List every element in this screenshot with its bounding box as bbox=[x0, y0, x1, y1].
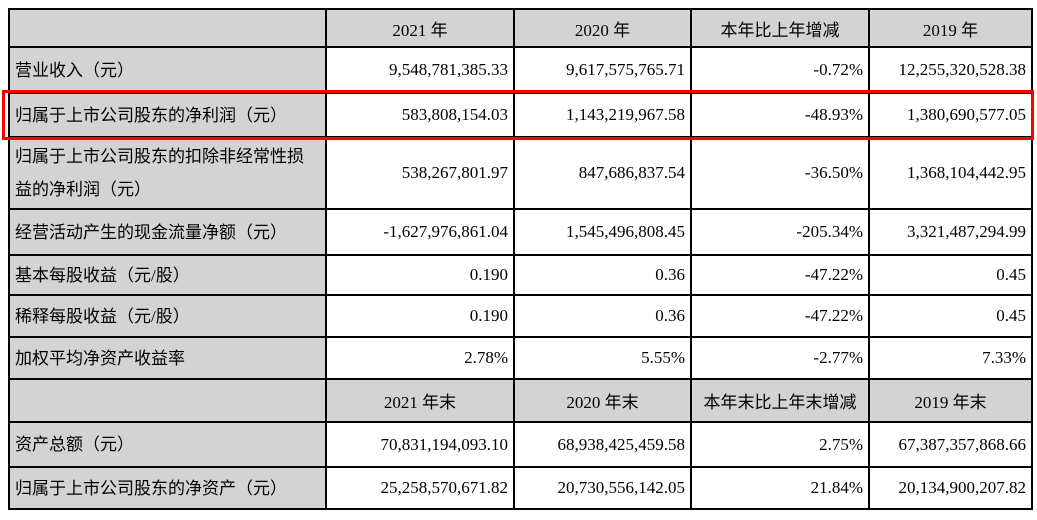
cell-value: -2.77% bbox=[690, 336, 870, 380]
cell-value: 0.45 bbox=[868, 294, 1033, 338]
header-cell-2020-end: 2020 年末 bbox=[513, 378, 692, 423]
row-diluted-eps: 稀释每股收益（元/股） 0.190 0.36 -47.22% 0.45 bbox=[8, 294, 1033, 338]
cell-value: 12,255,320,528.38 bbox=[868, 46, 1033, 94]
header-cell-2021-end: 2021 年末 bbox=[325, 378, 515, 423]
row-label: 归属于上市公司股东的净利润（元） bbox=[8, 92, 327, 138]
cell-value: 68,938,425,459.58 bbox=[513, 421, 692, 468]
cell-value: 0.45 bbox=[868, 254, 1033, 296]
cell-value: 0.36 bbox=[513, 254, 692, 296]
cell-value: 0.190 bbox=[325, 294, 515, 338]
cell-value: 847,686,837.54 bbox=[513, 136, 692, 210]
cell-value: 3,321,487,294.99 bbox=[868, 208, 1033, 256]
cell-value: 5.55% bbox=[513, 336, 692, 380]
cell-value: 67,387,357,868.66 bbox=[868, 421, 1033, 468]
cell-value: -36.50% bbox=[690, 136, 870, 210]
header-cell-yoy-change: 本年比上年增减 bbox=[690, 8, 870, 48]
row-operating-revenue: 营业收入（元） 9,548,781,385.33 9,617,575,765.7… bbox=[8, 46, 1033, 94]
row-label: 加权平均净资产收益率 bbox=[8, 336, 327, 380]
row-label: 归属于上市公司股东的净资产（元） bbox=[8, 466, 327, 510]
cell-value: -0.72% bbox=[690, 46, 870, 94]
cell-value: 25,258,570,671.82 bbox=[325, 466, 515, 510]
row-net-profit-excl-nonrecurring: 归属于上市公司股东的扣除非经常性损益的净利润（元） 538,267,801.97… bbox=[8, 136, 1033, 210]
cell-value: 1,143,219,967.58 bbox=[513, 92, 692, 138]
header-cell-blank bbox=[8, 378, 327, 423]
cell-value: 21.84% bbox=[690, 466, 870, 510]
cell-value: 2.75% bbox=[690, 421, 870, 468]
header-cell-yoy-end-change: 本年末比上年末增减 bbox=[690, 378, 870, 423]
cell-value: 70,831,194,093.10 bbox=[325, 421, 515, 468]
row-label: 营业收入（元） bbox=[8, 46, 327, 94]
header-cell-blank bbox=[8, 8, 327, 48]
header-cell-2019-end: 2019 年末 bbox=[868, 378, 1033, 423]
header-cell-2019: 2019 年 bbox=[868, 8, 1033, 48]
row-label: 资产总额（元） bbox=[8, 421, 327, 468]
row-label: 基本每股收益（元/股） bbox=[8, 254, 327, 296]
row-total-assets: 资产总额（元） 70,831,194,093.10 68,938,425,459… bbox=[8, 421, 1033, 468]
cell-value: 538,267,801.97 bbox=[325, 136, 515, 210]
header-row-year-end: 2021 年末 2020 年末 本年末比上年末增减 2019 年末 bbox=[8, 378, 1033, 423]
row-net-profit-highlighted: 归属于上市公司股东的净利润（元） 583,808,154.03 1,143,21… bbox=[8, 92, 1033, 138]
cell-value: 1,368,104,442.95 bbox=[868, 136, 1033, 210]
cell-value: 20,730,556,142.05 bbox=[513, 466, 692, 510]
cell-value: 20,134,900,207.82 bbox=[868, 466, 1033, 510]
cell-value: -1,627,976,861.04 bbox=[325, 208, 515, 256]
row-net-assets: 归属于上市公司股东的净资产（元） 25,258,570,671.82 20,73… bbox=[8, 466, 1033, 510]
cell-value: 583,808,154.03 bbox=[325, 92, 515, 138]
header-row-annual: 2021 年 2020 年 本年比上年增减 2019 年 bbox=[8, 8, 1033, 48]
cell-value: -47.22% bbox=[690, 254, 870, 296]
cell-value: 0.190 bbox=[325, 254, 515, 296]
row-label: 稀释每股收益（元/股） bbox=[8, 294, 327, 338]
row-weighted-avg-roe: 加权平均净资产收益率 2.78% 5.55% -2.77% 7.33% bbox=[8, 336, 1033, 380]
header-cell-2020: 2020 年 bbox=[513, 8, 692, 48]
cell-value: 9,617,575,765.71 bbox=[513, 46, 692, 94]
header-cell-2021: 2021 年 bbox=[325, 8, 515, 48]
financial-summary-table: 2021 年 2020 年 本年比上年增减 2019 年 营业收入（元） 9,5… bbox=[8, 8, 1033, 510]
cell-value: 0.36 bbox=[513, 294, 692, 338]
cell-value: 1,380,690,577.05 bbox=[868, 92, 1033, 138]
cell-value: 2.78% bbox=[325, 336, 515, 380]
cell-value: -205.34% bbox=[690, 208, 870, 256]
cell-value: 1,545,496,808.45 bbox=[513, 208, 692, 256]
cell-value: 7.33% bbox=[868, 336, 1033, 380]
cell-value: -48.93% bbox=[690, 92, 870, 138]
cell-value: -47.22% bbox=[690, 294, 870, 338]
row-basic-eps: 基本每股收益（元/股） 0.190 0.36 -47.22% 0.45 bbox=[8, 254, 1033, 296]
row-label: 经营活动产生的现金流量净额（元） bbox=[8, 208, 327, 256]
cell-value: 9,548,781,385.33 bbox=[325, 46, 515, 94]
row-operating-cash-flow: 经营活动产生的现金流量净额（元） -1,627,976,861.04 1,545… bbox=[8, 208, 1033, 256]
row-label: 归属于上市公司股东的扣除非经常性损益的净利润（元） bbox=[8, 136, 327, 210]
